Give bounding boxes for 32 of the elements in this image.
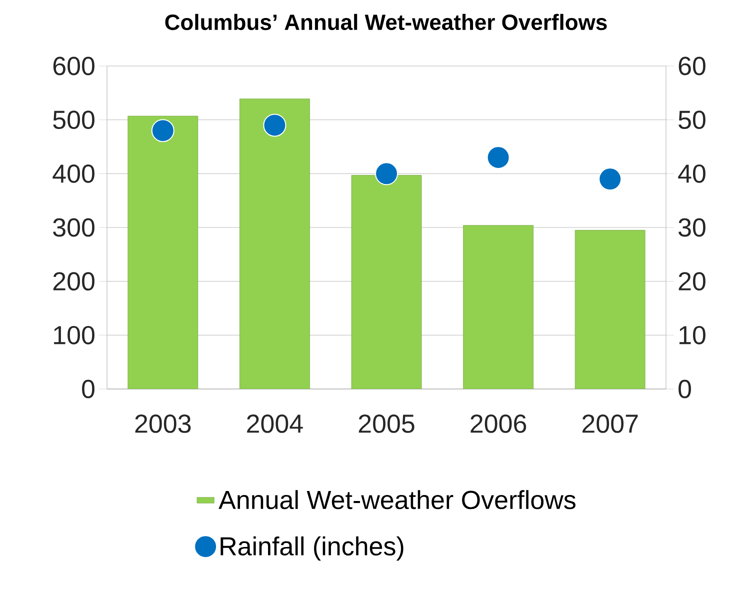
y2-tick-label: 10	[680, 326, 706, 344]
point	[263, 114, 286, 137]
x-tick-label: 2006	[470, 414, 526, 433]
y2-tick-label: 50	[678, 110, 706, 130]
y-tick-label: 500	[53, 110, 94, 130]
point	[598, 168, 622, 191]
y2-tick-label: 40	[678, 164, 706, 183]
point	[151, 119, 174, 142]
y2-tick-label: 30	[678, 218, 706, 237]
bar	[351, 175, 422, 389]
x-tick-label: 2004	[247, 414, 303, 433]
legend-label: Annual Wet-weather Overflows	[218, 490, 576, 510]
point	[486, 146, 510, 170]
y2-tick-label: 0	[678, 380, 691, 398]
y-tick-label: 100	[54, 326, 94, 344]
bar	[240, 98, 310, 389]
y-tick-label: 400	[52, 164, 94, 183]
y2-tick-label: 60	[678, 56, 706, 76]
chart-title: Columbus’ Annual Wet-weather Overflows	[165, 14, 607, 30]
y-tick-label: 200	[53, 272, 94, 291]
y2-tick-label: 20	[678, 272, 706, 291]
y-tick-label: 300	[53, 218, 94, 237]
bar	[128, 116, 198, 389]
legend-label: Rainfall (inches)	[220, 536, 404, 561]
y-tick-label: 600	[53, 56, 94, 76]
bar	[463, 225, 534, 389]
x-tick-label: 2005	[358, 414, 414, 433]
bar	[574, 230, 646, 389]
y-tick-label: 0	[82, 380, 94, 398]
x-tick-label: 2007	[582, 414, 638, 433]
point	[375, 162, 398, 186]
x-tick-label: 2003	[135, 414, 191, 433]
